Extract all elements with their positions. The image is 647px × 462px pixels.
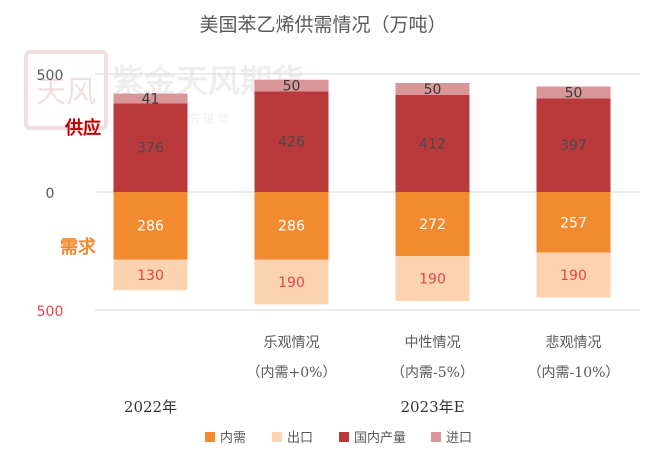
x-tick-sublabel-3: （内需-10%） [528,365,620,381]
data-label-进口-2: 50 [424,82,442,98]
data-label-出口-0: 130 [137,268,164,284]
data-label-内需-3: 257 [560,215,587,231]
data-label-国内产量-3: 397 [560,138,587,154]
data-label-出口-2: 190 [419,272,446,288]
data-label-出口-1: 190 [278,275,305,291]
x-tick-label-1: 乐观情况 [264,335,320,351]
legend-label-内需: 内需 [220,430,246,446]
x-group-label-0: 2022年 [124,398,177,416]
data-label-进口-3: 50 [565,85,583,101]
data-label-内需-0: 286 [137,219,164,235]
legend-label-出口: 出口 [287,431,313,446]
supply-label: 供应 [64,117,101,139]
bar-进口-2 [395,82,470,95]
x-tick-label-2: 中性情况 [405,335,461,351]
data-label-内需-1: 286 [278,219,305,235]
x-tick-label-3: 悲观情况 [546,334,602,351]
data-label-国内产量-2: 412 [419,136,446,152]
y-tick-label-2: 500 [37,304,64,320]
bar-内需-3 [536,192,611,253]
chart-title: 美国苯乙烯供需情况（万吨） [199,14,446,36]
bar-国内产量-2 [395,94,470,192]
legend: 内需 出口 国内产量 进口 [205,430,472,446]
legend-swatch-国内产量 [339,432,349,442]
x-tick-sublabel-2: （内需-5%） [391,365,474,381]
bar-进口-1 [254,79,329,92]
legend-swatch-出口 [272,432,282,442]
bar-出口-1 [254,259,329,305]
y-tick-label-0: 500 [37,68,64,84]
legend-label-国内产量: 国内产量 [354,430,406,446]
x-group-label-1: 2023年E [400,398,464,416]
data-label-国内产量-0: 376 [137,141,164,157]
bar-出口-3 [536,252,611,298]
bar-内需-1 [254,192,329,260]
bar-进口-0 [113,93,188,104]
watermark-logo-text: 天风 [36,75,96,110]
data-label-国内产量-1: 426 [278,135,305,151]
bar-出口-0 [113,259,188,291]
legend-swatch-内需 [205,432,215,442]
bar-国内产量-1 [254,91,329,192]
data-label-进口-1: 50 [283,79,301,95]
bar-国内产量-0 [113,103,188,192]
bar-国内产量-3 [536,98,611,192]
y-tick-label-1: 0 [46,186,55,202]
bar-内需-0 [113,192,188,260]
bar-进口-3 [536,86,611,99]
legend-swatch-进口 [431,432,441,442]
x-tick-sublabel-1: （内需+0%） [247,365,337,381]
bar-出口-2 [395,256,470,302]
data-label-出口-3: 190 [560,268,587,284]
legend-label-进口: 进口 [446,431,472,446]
data-label-进口-0: 41 [142,91,160,107]
demand-label: 需求 [60,236,97,258]
bar-内需-2 [395,192,470,257]
data-label-内需-2: 272 [419,217,446,233]
